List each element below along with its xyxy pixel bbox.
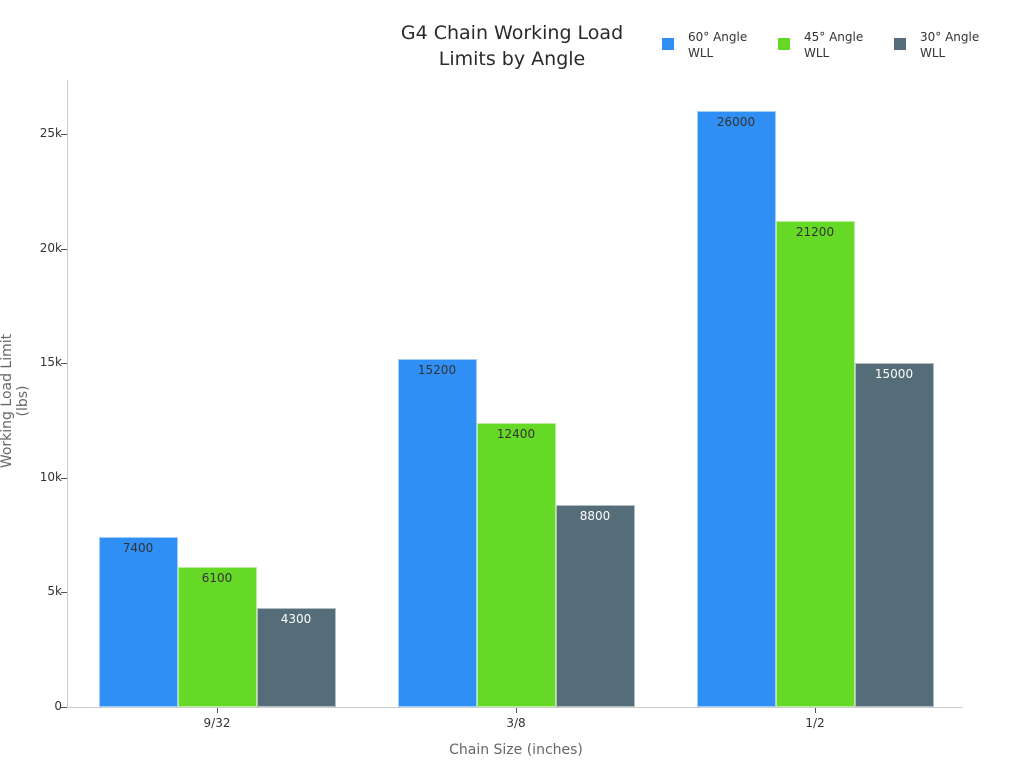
chart-title-line-1: G4 Chain Working Load (400, 22, 624, 44)
legend: 60° Angle WLL 45° Angle WLL 30° Angle WL… (662, 29, 1010, 61)
bar[interactable]: 6100 (177, 567, 257, 707)
legend-label-45-line2: WLL (804, 46, 830, 60)
x-tick-label: 9/32 (203, 716, 231, 730)
legend-label-60-line1: 60° Angle (688, 30, 748, 44)
bar-value-label: 8800 (579, 509, 611, 524)
x-tick-label: 3/8 (506, 716, 526, 730)
y-tick-label: 25k (39, 126, 62, 140)
y-tick-mark (61, 592, 67, 594)
bar[interactable]: 7400 (98, 537, 178, 707)
y-tick-label: 10k (39, 469, 62, 484)
bar-value-label: 21200 (795, 225, 835, 240)
bar-value-label: 15200 (417, 362, 457, 377)
chart-title-line-2: Limits by Angle (438, 48, 586, 70)
y-tick-label: 5k (47, 584, 62, 599)
bar[interactable]: 4300 (256, 608, 336, 707)
x-tick-mark (815, 708, 816, 713)
legend-label-30-line1: 30° Angle (920, 30, 980, 44)
y-axis-line (67, 80, 68, 708)
chart-title: G4 Chain Working Load Limits by Angle (382, 20, 642, 72)
x-tick-label: 1/2 (805, 716, 825, 730)
bar[interactable]: 12400 (476, 422, 556, 707)
bar[interactable]: 15200 (397, 358, 477, 707)
y-tick-label: 20k (39, 240, 62, 255)
bar-value-label: 15000 (874, 367, 914, 382)
bar[interactable]: 8800 (555, 505, 635, 707)
legend-label-60-line2: WLL (688, 46, 714, 60)
bar[interactable]: 15000 (854, 363, 934, 707)
x-tick-mark (217, 708, 218, 713)
y-tick-mark (61, 477, 67, 479)
bar-value-label: 4300 (280, 612, 312, 627)
x-axis-label: Chain Size (inches) (449, 742, 583, 758)
bar-value-label: 6100 (201, 571, 233, 586)
bar[interactable]: 21200 (775, 221, 855, 707)
bar-value-label: 7400 (122, 541, 154, 556)
y-tick-label: 15k (39, 355, 62, 370)
bar[interactable]: 26000 (696, 111, 776, 707)
legend-swatch-60-icon (662, 38, 674, 50)
legend-swatch-30-icon (894, 38, 906, 50)
bar-value-label: 12400 (496, 426, 536, 441)
y-axis-label: Working Load Limit (lbs) (0, 333, 31, 469)
x-axis-line (67, 707, 963, 708)
bar-value-label: 26000 (716, 115, 756, 130)
y-tick-mark (61, 707, 67, 708)
y-tick-label: 0 (54, 699, 62, 713)
y-tick-mark (61, 363, 67, 365)
legend-item-30[interactable]: 30° Angle WLL (894, 29, 990, 61)
x-tick-mark (516, 708, 517, 713)
legend-item-60[interactable]: 60° Angle WLL (662, 29, 758, 61)
legend-swatch-45-icon (778, 38, 790, 50)
y-tick-mark (61, 248, 67, 250)
legend-label-45-line1: 45° Angle (804, 30, 864, 44)
legend-label-30-line2: WLL (920, 46, 946, 60)
legend-item-45[interactable]: 45° Angle WLL (778, 29, 874, 61)
y-tick-mark (61, 134, 67, 135)
